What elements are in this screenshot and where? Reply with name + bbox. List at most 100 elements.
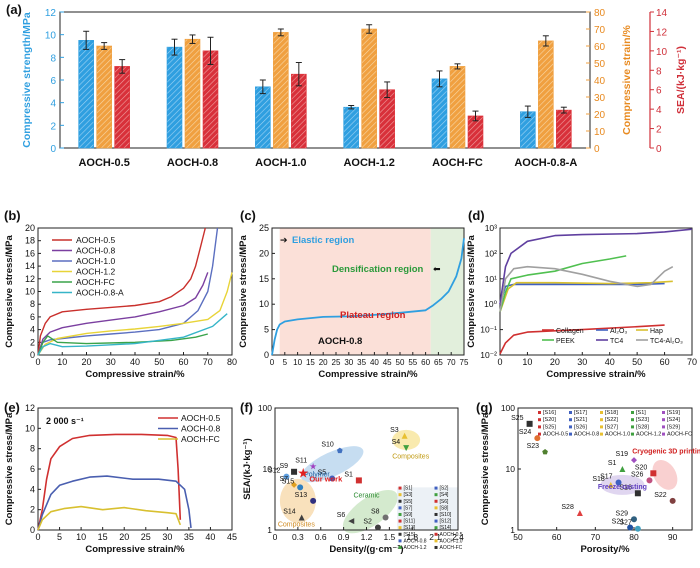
region-label: Composites bbox=[392, 453, 429, 460]
legend-marker bbox=[434, 545, 438, 549]
series-line-aoch-0-8 bbox=[37, 272, 209, 356]
x-tick-label: 50 bbox=[513, 532, 523, 542]
data-point-s14 bbox=[298, 514, 305, 521]
y-tick-label: 6 bbox=[50, 76, 56, 87]
data-point-s20 bbox=[650, 470, 657, 477]
point-label: S29 bbox=[616, 510, 629, 517]
legend-marker bbox=[434, 526, 438, 530]
arrow-icon: ➔ bbox=[280, 235, 288, 245]
series-line-hap bbox=[499, 280, 673, 313]
legend-label: AOCH-0.8-A bbox=[76, 288, 124, 298]
composites-region-right bbox=[392, 429, 421, 450]
y-tick-label: 1 bbox=[267, 525, 272, 535]
legend-label: [S10] bbox=[440, 512, 452, 518]
legend-label: [S7] bbox=[404, 505, 414, 511]
x-tick-label: 10 bbox=[76, 532, 86, 542]
bar-compressive-strength bbox=[343, 106, 359, 149]
point-label: S10 bbox=[321, 442, 334, 449]
annotation-elastic: Elastic region bbox=[292, 235, 354, 246]
x-axis-label: Compressive strain/% bbox=[85, 369, 185, 380]
y3-tick-label: 8 bbox=[656, 66, 662, 77]
point-label: S1 bbox=[344, 471, 353, 478]
data-point-s2 bbox=[374, 524, 381, 531]
x-tick-label: 60 bbox=[552, 532, 562, 542]
x-tick-label: 0.3 bbox=[292, 532, 304, 542]
category-label: AOCH-0.8-A bbox=[514, 157, 577, 169]
legend-marker bbox=[569, 432, 572, 436]
x-tick-label: 5 bbox=[283, 358, 288, 367]
x-tick-label: 60 bbox=[178, 357, 188, 367]
y-axis-label: Compressive stress/MPa bbox=[4, 412, 15, 525]
x-tick-label: 65 bbox=[434, 358, 443, 367]
x-tick-label: 1.5 bbox=[383, 532, 395, 542]
series-line-aoch-0-5 bbox=[37, 433, 182, 531]
legend-marker bbox=[398, 512, 402, 516]
point-label: S16 bbox=[619, 484, 632, 491]
plot-frame bbox=[499, 227, 693, 356]
y3-tick-label: 2 bbox=[656, 125, 662, 136]
y-tick-label: 1 bbox=[510, 525, 515, 535]
data-point-s24 bbox=[534, 435, 541, 442]
legend-label: [S26] bbox=[574, 424, 587, 430]
legend-label: [S13] bbox=[404, 525, 416, 531]
legend-label: [S22] bbox=[605, 417, 618, 423]
chart-f: (f) 0 0.3 0.6 0.9 1.2 1.5 1.8 2.1 2.4 1 10 100 Densit… bbox=[240, 400, 464, 555]
region-label: Polymer bbox=[304, 472, 330, 479]
legend-marker bbox=[569, 418, 572, 422]
legend-label: AOCH-FC bbox=[181, 434, 220, 444]
panel-label: (f) bbox=[240, 400, 253, 415]
panel-label: (c) bbox=[240, 208, 256, 223]
y-axis-label: Compressive stress/MPa bbox=[4, 235, 15, 348]
plateau-region-shade bbox=[279, 228, 431, 355]
bar-compressive-strength bbox=[166, 46, 183, 149]
y3-tick-label: 12 bbox=[656, 27, 668, 38]
legend-marker bbox=[398, 486, 402, 490]
x-axis-label: Compressive strain/% bbox=[85, 544, 185, 555]
bar-compressive-strain bbox=[538, 40, 554, 149]
bar-sea bbox=[556, 109, 572, 149]
y-tick-label: 16 bbox=[25, 248, 35, 258]
legend-label: [S15] bbox=[404, 532, 416, 538]
legend-label: [S1] bbox=[636, 410, 646, 416]
series-line-aoch-0-8 bbox=[271, 238, 465, 356]
legend-marker bbox=[398, 545, 402, 549]
legend-label: [S5] bbox=[404, 499, 414, 505]
legend-marker bbox=[538, 432, 541, 436]
y-tick-label: 12 bbox=[45, 8, 57, 19]
point-label: S4 bbox=[392, 439, 401, 446]
freeze-casting-region bbox=[600, 474, 645, 495]
data-point-s13 bbox=[310, 497, 317, 504]
chart-c: (c)0 5 10 15 20 25 30 35 40 45 50 55 60 65 70 750510152… bbox=[238, 208, 469, 380]
arrow-icon: ⬅ bbox=[433, 264, 441, 274]
point-label: S12 bbox=[268, 468, 281, 475]
bar-compressive-strain bbox=[273, 32, 289, 149]
x-tick-label: 50 bbox=[154, 357, 164, 367]
y-axis-label: SEA/(kJ·kg⁻¹) bbox=[242, 438, 253, 500]
y2-tick-label: 70 bbox=[594, 25, 606, 36]
series-line-aoch-0-5 bbox=[37, 227, 206, 356]
category-label: AOCH-FC bbox=[432, 157, 483, 169]
y-tick-label: 6 bbox=[30, 312, 35, 322]
x-tick-label: 20 bbox=[119, 532, 129, 542]
legend-label: AOCH-1.2 bbox=[76, 267, 115, 277]
point-label: S21 bbox=[612, 518, 625, 525]
x-tick-label: 70 bbox=[203, 357, 213, 367]
x-tick-label: 55 bbox=[408, 358, 417, 367]
x-tick-label: 30 bbox=[106, 357, 116, 367]
point-label: S14 bbox=[283, 509, 296, 516]
category-label: AOCH-1.2 bbox=[343, 157, 394, 169]
legend-marker bbox=[434, 493, 438, 497]
y-tick-label: 10² bbox=[485, 248, 497, 258]
y-axis-label: Compressive strength/MPa bbox=[21, 12, 33, 148]
data-point-s8 bbox=[382, 514, 389, 521]
x-tick-label: 90 bbox=[668, 532, 678, 542]
y2-tick-label: 50 bbox=[594, 59, 606, 70]
legend-label: AOCH-1.0 bbox=[605, 432, 630, 438]
legend-label: AOCH-FC bbox=[76, 277, 115, 287]
legend-marker bbox=[398, 493, 402, 497]
chart-b: (b)0 10 20 30 40 50 60 70 8002468101214161820Com… bbox=[4, 208, 237, 380]
legend-marker bbox=[398, 539, 402, 543]
legend-label: AOCH-FC bbox=[440, 545, 463, 551]
legend-label: AOCH-0.8 bbox=[76, 246, 115, 256]
